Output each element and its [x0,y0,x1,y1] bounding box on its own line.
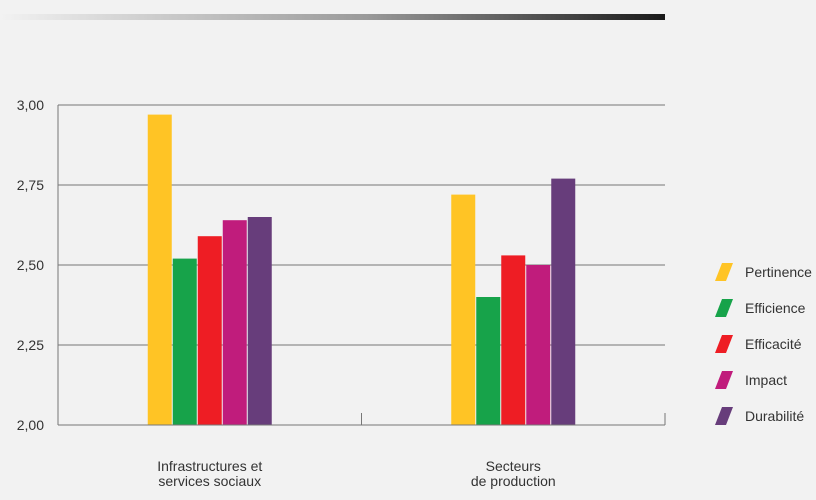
legend-swatch [715,299,733,317]
y-tick-label: 2,25 [17,337,44,353]
category-label: de production [471,473,556,489]
y-tick-label: 2,50 [17,257,44,273]
bar [172,258,197,425]
category-label: Secteurs [486,458,541,474]
legend-label: Impact [745,372,787,388]
x-axis [57,105,666,426]
bar [551,178,576,425]
legend-swatch [715,371,733,389]
y-tick-label: 2,00 [17,417,44,433]
bar [247,217,272,425]
bar [476,297,501,425]
legend-label: Efficience [745,300,806,316]
header-rule [0,14,665,20]
y-tick-label: 3,00 [17,97,44,113]
bar [197,236,222,425]
bar [526,265,551,425]
bar [147,114,172,425]
legend-label: Efficacité [745,336,802,352]
legend-swatch [715,263,733,281]
legend: Pertinence Efficience Efficacité Impact Dura… [715,263,812,425]
category-label: services sociaux [158,473,261,489]
legend-swatch [715,335,733,353]
category-label: Infrastructures et [157,458,262,474]
bars [147,114,576,425]
bar [501,255,526,425]
legend-swatch [715,407,733,425]
legend-label: Pertinence [745,264,812,280]
bar [222,220,247,425]
legend-label: Durabilité [745,408,804,424]
bar [451,194,476,425]
y-tick-labels: 2,00 2,25 2,50 2,75 3,00 [17,97,44,433]
y-tick-label: 2,75 [17,177,44,193]
